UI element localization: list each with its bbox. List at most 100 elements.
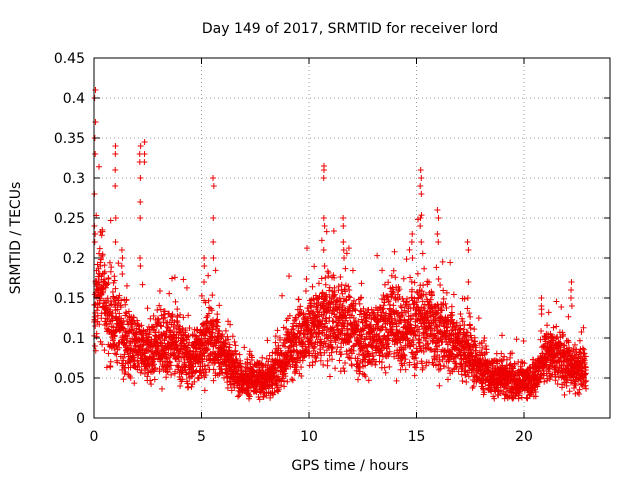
data-point: [409, 255, 416, 261]
y-tick-label: 0.15: [54, 291, 85, 307]
data-point: [196, 367, 203, 374]
data-point: [224, 384, 231, 391]
data-point: [303, 352, 310, 359]
data-point: [346, 294, 353, 301]
data-point: [101, 347, 108, 354]
data-point: [138, 322, 145, 329]
data-point: [205, 272, 212, 279]
data-point: [356, 300, 363, 307]
y-tick-label: 0.1: [63, 331, 85, 347]
data-point: [345, 283, 352, 290]
data-point: [174, 319, 181, 326]
data-point: [180, 314, 187, 321]
data-point: [331, 284, 338, 291]
data-point: [308, 304, 315, 311]
data-point: [127, 374, 134, 381]
data-point: [179, 376, 186, 383]
data-point: [148, 381, 155, 388]
data-point: [374, 252, 381, 259]
data-point: [98, 232, 105, 239]
data-point: [202, 331, 209, 338]
data-point: [215, 356, 222, 363]
data-point: [518, 358, 525, 365]
data-point: [193, 348, 200, 355]
data-point: [553, 323, 560, 330]
data-point: [114, 359, 121, 366]
data-point: [272, 367, 279, 374]
data-point: [450, 291, 457, 298]
data-point: [295, 296, 302, 303]
data-point: [350, 347, 357, 354]
data-point: [318, 321, 325, 328]
data-point: [302, 288, 309, 295]
data-point: [159, 353, 166, 360]
data-point: [326, 373, 333, 380]
data-point: [337, 330, 344, 337]
y-axis-label: SRMTID / TECUs: [8, 182, 24, 295]
data-point: [343, 350, 350, 357]
data-point: [219, 331, 226, 338]
data-point: [195, 374, 202, 381]
data-point: [264, 337, 271, 344]
data-point: [139, 281, 146, 288]
data-point: [282, 373, 289, 380]
data-point: [351, 306, 358, 313]
data-point: [210, 239, 217, 245]
data-point: [180, 276, 187, 283]
data-point: [340, 365, 347, 372]
data-point: [156, 287, 163, 294]
data-point: [184, 334, 191, 341]
data-point: [309, 334, 316, 341]
y-tick-label: 0.2: [63, 251, 85, 267]
data-point: [154, 348, 161, 355]
data-point: [541, 378, 548, 385]
data-point: [161, 308, 168, 315]
data-point: [545, 309, 552, 316]
data-point: [183, 284, 190, 291]
data-point: [230, 351, 237, 358]
data-point: [163, 374, 170, 381]
data-point: [213, 322, 220, 329]
data-point: [111, 277, 118, 284]
data-point: [328, 310, 335, 317]
data-point: [320, 247, 327, 253]
data-point: [402, 366, 409, 373]
data-point: [327, 337, 334, 344]
data-point: [92, 87, 99, 93]
data-point: [191, 378, 198, 385]
data-point: [214, 319, 221, 326]
data-point: [269, 385, 276, 392]
data-point: [315, 331, 322, 338]
data-point: [576, 390, 583, 397]
x-tick-label: 20: [515, 429, 533, 445]
data-point: [205, 362, 212, 369]
data-point: [346, 338, 353, 345]
data-point: [94, 312, 101, 319]
data-point: [391, 248, 398, 255]
data-point: [319, 344, 326, 351]
data-point: [397, 302, 404, 309]
x-tick-label: 5: [197, 429, 206, 445]
data-point: [538, 327, 545, 334]
data-point: [309, 283, 316, 290]
data-point: [329, 324, 336, 331]
data-point: [137, 143, 144, 149]
data-point: [382, 369, 389, 376]
data-point: [164, 362, 171, 369]
data-point: [330, 272, 337, 279]
data-point: [166, 358, 173, 365]
data-point: [386, 363, 393, 370]
data-point: [201, 263, 208, 269]
data-point: [538, 295, 545, 301]
data-point: [341, 255, 348, 261]
data-point: [464, 239, 471, 245]
data-point: [210, 255, 217, 261]
y-tick-label: 0.4: [63, 91, 85, 107]
data-point: [465, 279, 472, 285]
data-point: [335, 283, 342, 290]
data-point: [178, 371, 185, 378]
data-point: [118, 263, 125, 269]
data-point: [201, 255, 208, 261]
data-point: [91, 342, 98, 349]
data-point: [107, 364, 114, 371]
